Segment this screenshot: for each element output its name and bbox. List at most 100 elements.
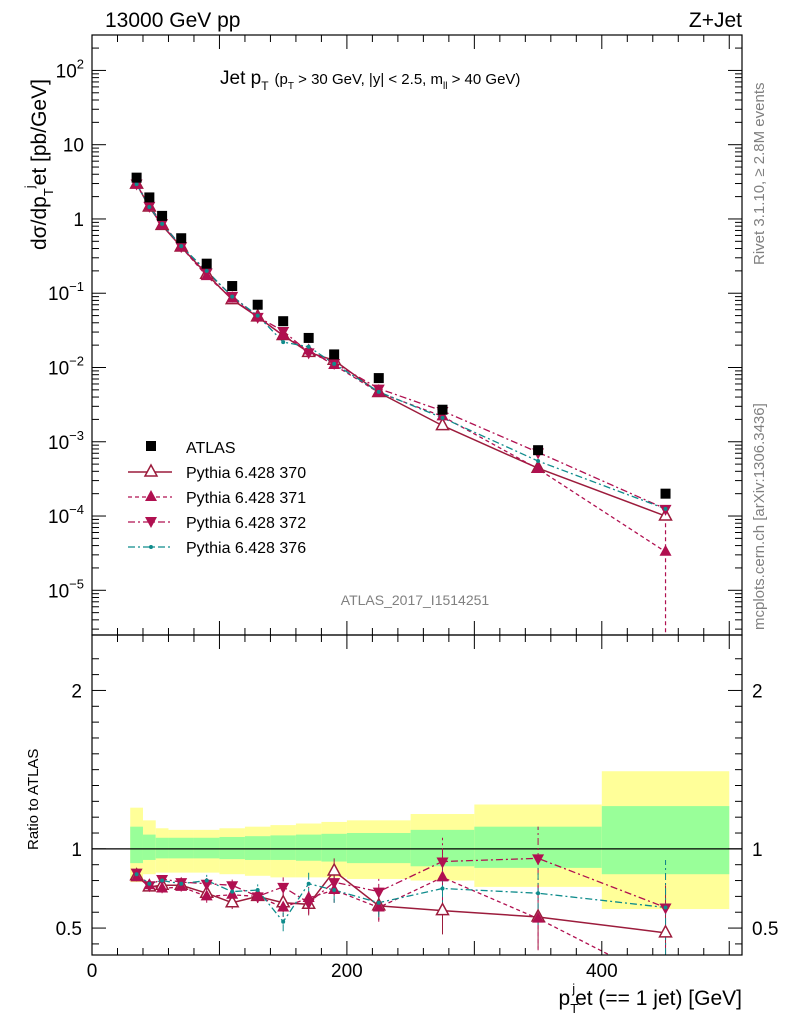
point-top-376 bbox=[281, 340, 286, 345]
point-ratio-376 bbox=[536, 891, 541, 896]
legend-label: Pythia 6.428 372 bbox=[186, 515, 306, 532]
point-top-atlas bbox=[201, 258, 212, 269]
y-tick-label-top: 10−4 bbox=[48, 502, 84, 528]
analysis-watermark: ATLAS_2017_I1514251 bbox=[341, 592, 490, 608]
legend-marker-372 bbox=[145, 517, 157, 528]
point-ratio-371 bbox=[372, 900, 385, 912]
series-layer bbox=[129, 172, 673, 955]
point-top-376 bbox=[663, 506, 668, 511]
legend: ATLAS Pythia 6.428 370 Pythia 6.428 371 … bbox=[128, 440, 306, 557]
legend-marker-atlas bbox=[146, 441, 156, 451]
point-ratio-371 bbox=[156, 881, 169, 893]
point-top-372 bbox=[251, 312, 264, 324]
point-ratio-372 bbox=[251, 892, 264, 904]
band-inner-bin bbox=[142, 834, 156, 860]
point-top-atlas bbox=[329, 349, 340, 360]
y-tick-label-bottom: 0.5 bbox=[56, 919, 82, 940]
uncertainty-band bbox=[92, 771, 742, 910]
point-ratio-376 bbox=[147, 881, 152, 886]
point-ratio-372 bbox=[277, 882, 290, 894]
y-tick-label-bottom: 1 bbox=[71, 840, 82, 861]
point-ratio-370 bbox=[658, 924, 673, 938]
point-top-376 bbox=[536, 459, 541, 464]
legend-marker-371 bbox=[145, 490, 157, 501]
point-top-atlas bbox=[157, 210, 168, 221]
point-ratio-372 bbox=[436, 857, 449, 869]
point-top-370 bbox=[435, 417, 450, 431]
point-ratio-376 bbox=[134, 872, 139, 877]
legend-label: ATLAS bbox=[186, 440, 236, 457]
x-axis-label: pTjet (== 1 jet) [GeV] bbox=[559, 981, 742, 1016]
point-top-atlas bbox=[252, 299, 263, 310]
point-top-371 bbox=[532, 461, 545, 473]
point-top-376 bbox=[440, 415, 445, 420]
point-top-atlas bbox=[227, 281, 238, 292]
point-top-atlas bbox=[437, 404, 448, 415]
legend-marker-376 bbox=[149, 545, 153, 549]
point-ratio-376 bbox=[281, 919, 286, 924]
point-ratio-372 bbox=[200, 879, 213, 891]
x-tick-label: 200 bbox=[331, 961, 363, 982]
y-axis-label-top: dσ/dpTjet [pb/GeV] bbox=[22, 79, 56, 250]
plot-title: Jet pT (pT > 30 GeV, |y| < 2.5, mll > 40 … bbox=[220, 68, 520, 93]
band-inner-bin bbox=[219, 836, 245, 860]
axes-layer: 10−5 10−4 10−3 10−2 10−1 1 10 102 0 200 400 0.5 0.5 1… bbox=[48, 34, 778, 982]
point-top-atlas bbox=[303, 332, 314, 343]
y-tick-label-top: 10−1 bbox=[48, 279, 84, 305]
point-ratio-372 bbox=[143, 881, 156, 893]
rivet-label: Rivet 3.1.10, ≥ 2.8M events bbox=[751, 83, 768, 266]
point-top-atlas bbox=[533, 445, 544, 456]
x-tick-label: 0 bbox=[87, 961, 98, 982]
header-left: 13000 GeV pp bbox=[105, 9, 240, 32]
point-top-376 bbox=[376, 389, 381, 394]
point-ratio-376 bbox=[230, 889, 235, 894]
ratio-series-group bbox=[129, 826, 673, 955]
y-tick-label-top: 102 bbox=[56, 56, 84, 82]
legend-item-atlas: ATLAS bbox=[146, 440, 236, 457]
point-ratio-372 bbox=[226, 881, 239, 893]
legend-item-372: Pythia 6.428 372 bbox=[128, 515, 306, 532]
point-ratio-371 bbox=[532, 911, 545, 923]
legend-label: Pythia 6.428 371 bbox=[186, 490, 306, 507]
point-ratio-376 bbox=[179, 881, 184, 886]
y-tick-label-top: 1 bbox=[73, 210, 84, 231]
band-inner-bin bbox=[168, 837, 194, 859]
point-ratio-376 bbox=[204, 878, 209, 883]
y-tick-label-top: 10−2 bbox=[48, 353, 84, 379]
band-inner-bin bbox=[295, 834, 322, 861]
point-ratio-372 bbox=[302, 898, 315, 910]
point-ratio-376 bbox=[255, 888, 260, 893]
legend-label: Pythia 6.428 376 bbox=[186, 540, 306, 557]
point-ratio-371 bbox=[277, 900, 290, 912]
point-top-atlas bbox=[131, 172, 142, 183]
point-ratio-370 bbox=[435, 902, 450, 916]
point-top-atlas bbox=[144, 192, 155, 203]
legend-item-370: Pythia 6.428 370 bbox=[128, 463, 306, 482]
point-ratio-370 bbox=[224, 894, 240, 908]
x-tick-label: 400 bbox=[586, 961, 618, 982]
y-tick-label-bottom-right: 0.5 bbox=[752, 919, 778, 940]
series-line-top-376 bbox=[136, 183, 666, 510]
point-ratio-370 bbox=[326, 862, 342, 876]
point-ratio-371 bbox=[436, 870, 449, 882]
point-top-371 bbox=[659, 544, 672, 556]
header-right: Z+Jet bbox=[689, 9, 742, 32]
point-top-376 bbox=[306, 344, 311, 349]
point-top-atlas bbox=[660, 488, 671, 499]
band-inner-bin bbox=[270, 835, 296, 860]
legend-item-376: Pythia 6.428 376 bbox=[128, 540, 306, 557]
point-top-376 bbox=[332, 361, 337, 366]
band-inner-bin bbox=[155, 837, 169, 859]
point-ratio-376 bbox=[306, 881, 311, 886]
point-ratio-372 bbox=[532, 854, 545, 866]
band-inner-bin bbox=[193, 837, 220, 859]
y-tick-label-bottom: 2 bbox=[71, 681, 82, 702]
point-top-372 bbox=[200, 268, 213, 280]
band-inner-bin bbox=[130, 826, 143, 864]
point-ratio-376 bbox=[332, 888, 337, 893]
point-ratio-376 bbox=[160, 878, 165, 883]
series-line-ratio-376 bbox=[136, 873, 666, 923]
point-top-atlas bbox=[278, 316, 289, 327]
band-inner-bin bbox=[346, 833, 411, 864]
